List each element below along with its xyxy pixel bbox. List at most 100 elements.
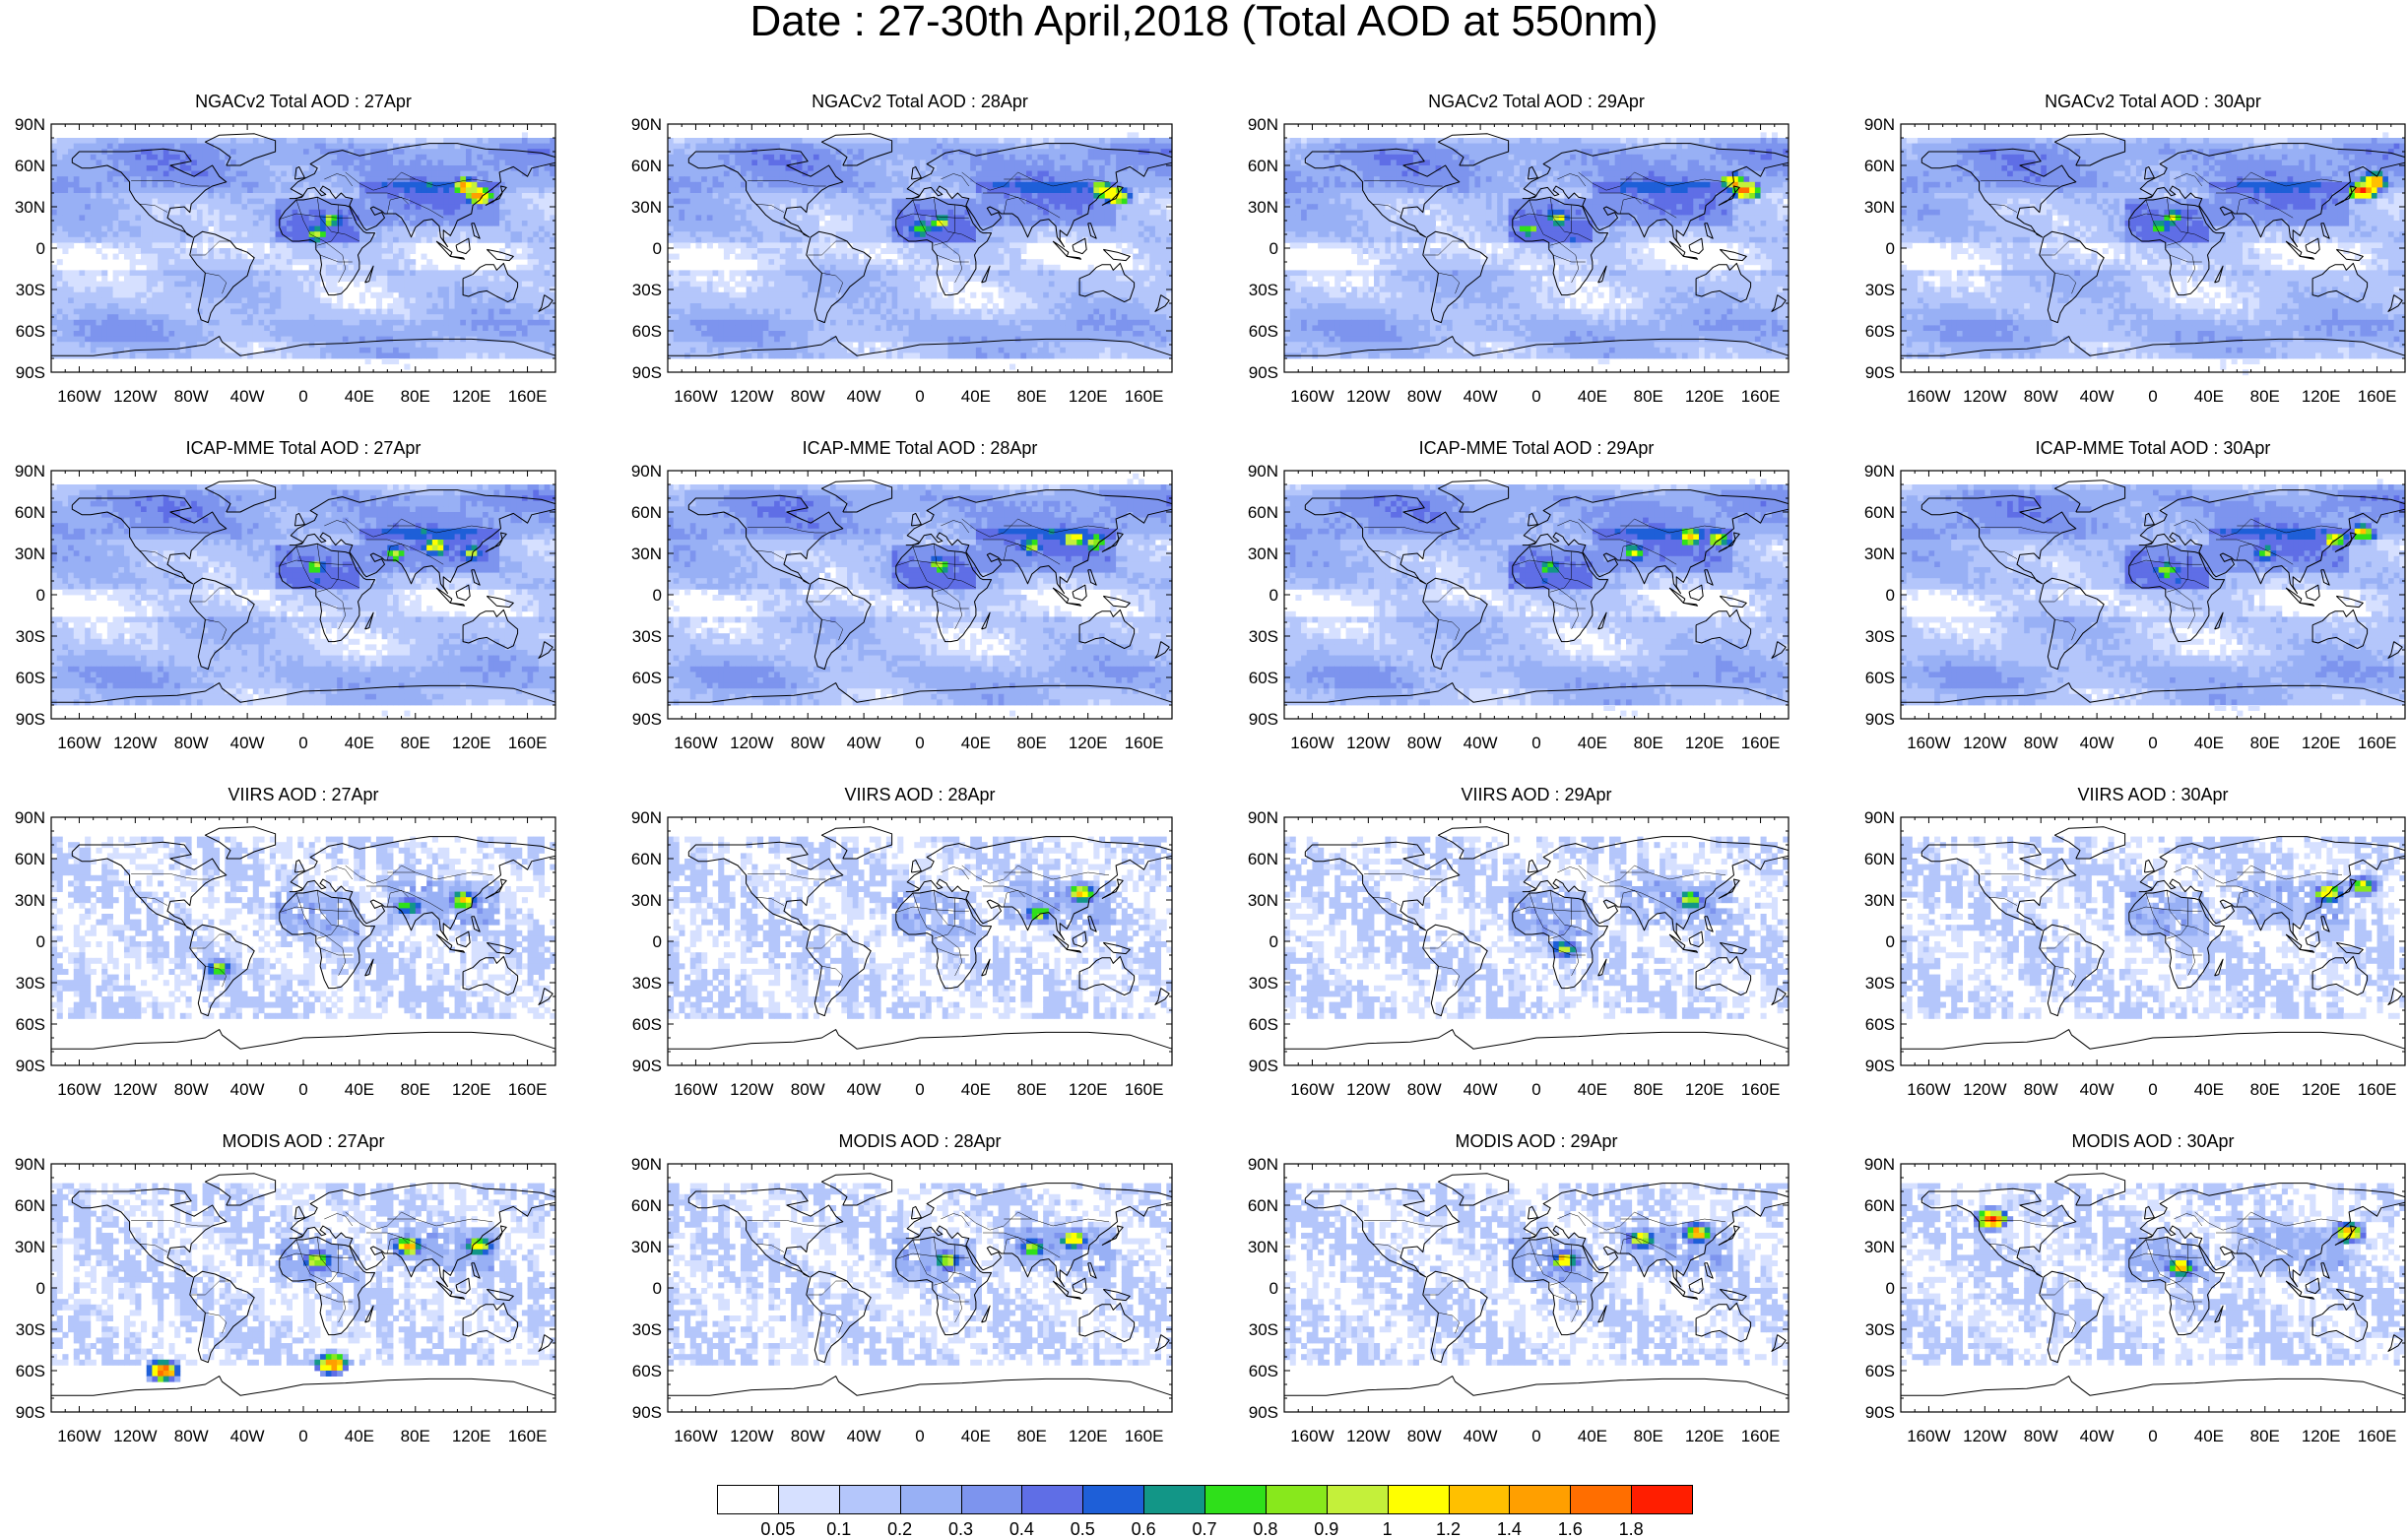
lat-tick-label: 0 [1886, 239, 1895, 258]
lat-tick-label: 60N [631, 850, 662, 868]
lon-tick-label: 160E [1741, 387, 1781, 406]
lon-tick-label: 80E [1634, 387, 1663, 406]
lat-tick-label: 90S [632, 363, 662, 382]
aod-field [51, 836, 556, 1019]
lat-tick-label: 90N [1248, 1155, 1278, 1174]
axis-ticks [50, 123, 556, 373]
panel-title: VIIRS AOD : 30Apr [1901, 784, 2405, 805]
map-panel-viirs-28apr: VIIRS AOD : 28Apr 90N 60N 30N 0 30S 60S 90S 160W… [617, 784, 1233, 1105]
lat-tick-label: 0 [1886, 586, 1895, 605]
lat-tick-label: 90N [631, 115, 662, 134]
map-panel-modis-29apr: MODIS AOD : 29Apr 90N 60N 30N 0 30S 60S 90S 160W… [1233, 1130, 1850, 1451]
aod-map: 90N 60N 30N 0 30S 60S 90S 160W 120W 80W 40W 0 40E 80E… [1248, 462, 1790, 752]
panel-grid: NGACv2 Total AOD : 27Apr 90N 60N 30N 0 30S 60S… [0, 91, 2406, 1451]
country-borders [748, 518, 1110, 641]
lat-tick-label: 30S [632, 1320, 662, 1339]
lon-tick-label: 160E [1125, 1427, 1164, 1445]
lon-tick-label: 80W [2024, 1427, 2058, 1445]
lon-tick-label: 160E [508, 734, 548, 752]
lon-tick-label: 80E [401, 1427, 430, 1445]
aod-map: 90N 60N 30N 0 30S 60S 90S 160W 120W 80W 40W 0 40E 80E… [1864, 808, 2406, 1099]
lon-tick-label: 160W [1907, 734, 1950, 752]
panel-title: ICAP-MME Total AOD : 29Apr [1284, 437, 1789, 459]
lon-tick-label: 80E [1017, 734, 1047, 752]
lat-tick-label: 90N [15, 808, 45, 827]
lon-tick-label: 160W [57, 734, 100, 752]
map-panel-viirs-29apr: VIIRS AOD : 29Apr 90N 60N 30N 0 30S 60S 90S 160W… [1233, 784, 1850, 1105]
lon-tick-label: 0 [1531, 1427, 1540, 1445]
colorbar-swatch [1570, 1485, 1633, 1514]
lon-tick-label: 80W [1407, 387, 1442, 406]
lat-tick-label: 30N [15, 891, 45, 910]
lat-tick-label: 30N [1248, 1238, 1278, 1256]
colorbar-swatch [1143, 1485, 1205, 1514]
colorbar-swatch [899, 1485, 962, 1514]
colorbar-swatch [1326, 1485, 1389, 1514]
lon-tick-label: 160W [1907, 1427, 1950, 1445]
lat-tick-label: 60N [1248, 850, 1278, 868]
lon-tick-label: 0 [915, 1080, 924, 1099]
country-borders [131, 865, 493, 988]
lon-tick-label: 0 [298, 387, 307, 406]
lat-tick-label: 90N [15, 1155, 45, 1174]
colorbar-label: 1 [1383, 1520, 1393, 1538]
coastlines [1284, 1173, 1790, 1396]
lat-tick-label: 30S [1249, 281, 1278, 299]
panel-title: NGACv2 Total AOD : 27Apr [51, 91, 555, 112]
country-borders [1981, 171, 2343, 294]
lon-tick-label: 120E [2302, 1427, 2341, 1445]
lat-tick-label: 60N [15, 503, 45, 522]
lon-tick-label: 80E [2250, 734, 2280, 752]
colorbar-label: 0.1 [826, 1520, 851, 1538]
lon-tick-label: 160W [674, 387, 717, 406]
lon-tick-label: 0 [2148, 1427, 2157, 1445]
lat-tick-label: 90N [15, 462, 45, 481]
lat-tick-label: 60S [1865, 669, 1895, 687]
lon-tick-label: 160W [674, 1427, 717, 1445]
lon-tick-label: 120E [1685, 734, 1725, 752]
country-borders [1364, 1211, 1726, 1334]
lon-tick-label: 40W [1464, 387, 1498, 406]
coastlines [668, 133, 1173, 356]
colorbar-swatch [1265, 1485, 1328, 1514]
lat-tick-label: 0 [1269, 239, 1278, 258]
lon-tick-label: 40E [1578, 1427, 1607, 1445]
lon-tick-label: 0 [1531, 387, 1540, 406]
colorbar-label: 0.9 [1314, 1520, 1338, 1538]
aod-map: 90N 60N 30N 0 30S 60S 90S 160W 120W 80W 40W 0 40E 80E… [15, 115, 556, 406]
colorbar-label: 0.3 [948, 1520, 973, 1538]
lat-tick-label: 0 [653, 239, 662, 258]
map-panel-icap-mme-27apr: ICAP-MME Total AOD : 27Apr 90N 60N 30N 0 30S 6… [0, 437, 617, 758]
lat-tick-label: 90N [1248, 115, 1278, 134]
lat-tick-label: 90N [631, 1155, 662, 1174]
lon-tick-label: 160E [2358, 734, 2397, 752]
lat-tick-label: 60N [15, 850, 45, 868]
lat-tick-label: 90S [632, 1057, 662, 1075]
axis-ticks [50, 816, 556, 1066]
map-panel-icap-mme-28apr: ICAP-MME Total AOD : 28Apr 90N 60N 30N 0 30S 6… [617, 437, 1233, 758]
lon-tick-label: 80W [791, 1427, 825, 1445]
colorbar-label: 1.8 [1619, 1520, 1644, 1538]
lat-tick-label: 0 [36, 586, 45, 605]
aod-map: 90N 60N 30N 0 30S 60S 90S 160W 120W 80W 40W 0 40E 80E… [1864, 115, 2406, 406]
lon-tick-label: 0 [915, 734, 924, 752]
panel-title: MODIS AOD : 30Apr [1901, 1130, 2405, 1152]
lon-tick-label: 40W [847, 1080, 881, 1099]
lon-tick-label: 0 [915, 387, 924, 406]
country-borders [1364, 518, 1726, 641]
lat-tick-label: 30S [1249, 1320, 1278, 1339]
lon-tick-label: 120W [113, 387, 157, 406]
lon-tick-label: 80W [174, 1427, 209, 1445]
lon-tick-label: 80W [2024, 734, 2058, 752]
lat-tick-label: 30S [632, 974, 662, 993]
lon-tick-label: 160E [508, 387, 548, 406]
lon-tick-label: 0 [1531, 1080, 1540, 1099]
lon-tick-label: 40W [230, 734, 265, 752]
lat-tick-label: 30N [1248, 545, 1278, 563]
lat-tick-label: 90S [16, 1403, 45, 1422]
panel-title: MODIS AOD : 27Apr [51, 1130, 555, 1152]
lat-tick-label: 60S [16, 669, 45, 687]
lon-tick-label: 120E [1069, 1080, 1108, 1099]
lat-tick-label: 30N [1864, 198, 1895, 217]
aod-field [1901, 479, 2406, 717]
